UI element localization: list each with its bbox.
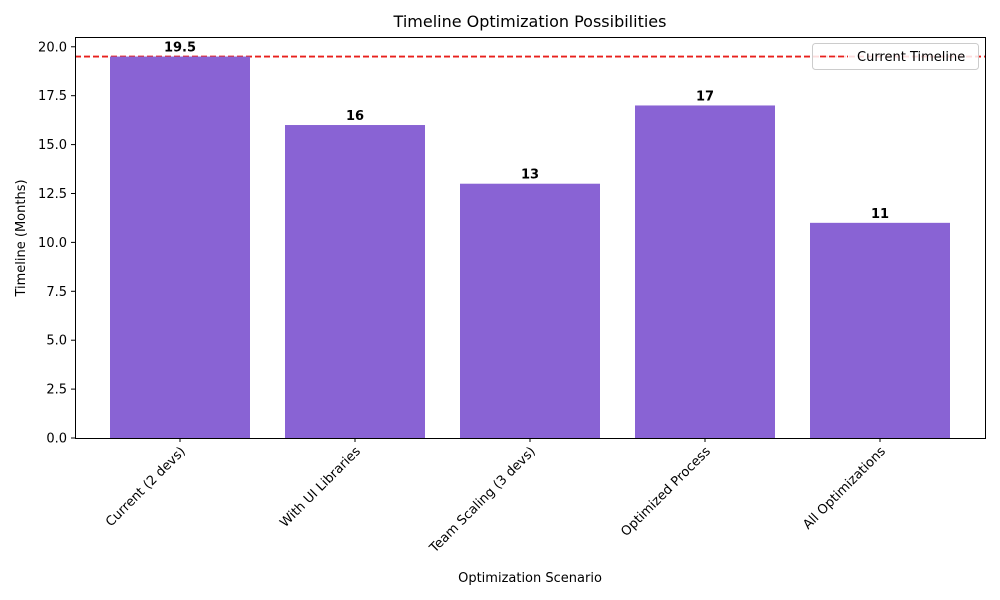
x-tick-label-team-scaling-3-devs: Team Scaling (3 devs) [426, 444, 538, 556]
bar-optimized-process [635, 105, 775, 439]
legend: Current Timeline [812, 43, 979, 70]
y-tick-label: 20.0 [38, 40, 67, 55]
data-label-optimized-process: 17 [696, 89, 714, 104]
x-tick-label-optimized-process: Optimized Process [618, 444, 714, 540]
chart-title: Timeline Optimization Possibilities [393, 12, 667, 31]
data-label-with-ui-libraries: 16 [346, 109, 364, 124]
bar-all-optimizations [810, 222, 950, 438]
y-tick-label: 15.0 [38, 138, 67, 153]
y-tick-label: 2.5 [46, 383, 67, 398]
x-tick-label-all-optimizations: All Optimizations [800, 444, 889, 533]
legend-box [812, 43, 979, 70]
y-tick-label: 7.5 [46, 285, 67, 300]
y-axis-label: Timeline (Months) [14, 179, 29, 297]
legend-label-current-timeline: Current Timeline [857, 50, 965, 65]
data-label-team-scaling-3-devs: 13 [521, 168, 539, 183]
y-tick-label: 5.0 [46, 334, 67, 349]
bar-current-2-devs [110, 56, 250, 439]
y-tick-label: 10.0 [38, 236, 67, 251]
bar-team-scaling-3-devs [460, 183, 600, 438]
x-tick-label-with-ui-libraries: With UI Libraries [277, 444, 364, 531]
x-axis-label: Optimization Scenario [458, 571, 602, 586]
y-tick-label: 0.0 [46, 432, 67, 447]
bar-with-ui-libraries [285, 125, 425, 439]
data-label-all-optimizations: 11 [871, 207, 889, 222]
x-tick-label-current-2-devs: Current (2 devs) [103, 444, 189, 530]
y-tick-label: 17.5 [38, 89, 67, 104]
y-tick-label: 12.5 [38, 187, 67, 202]
data-label-current-2-devs: 19.5 [164, 41, 196, 56]
